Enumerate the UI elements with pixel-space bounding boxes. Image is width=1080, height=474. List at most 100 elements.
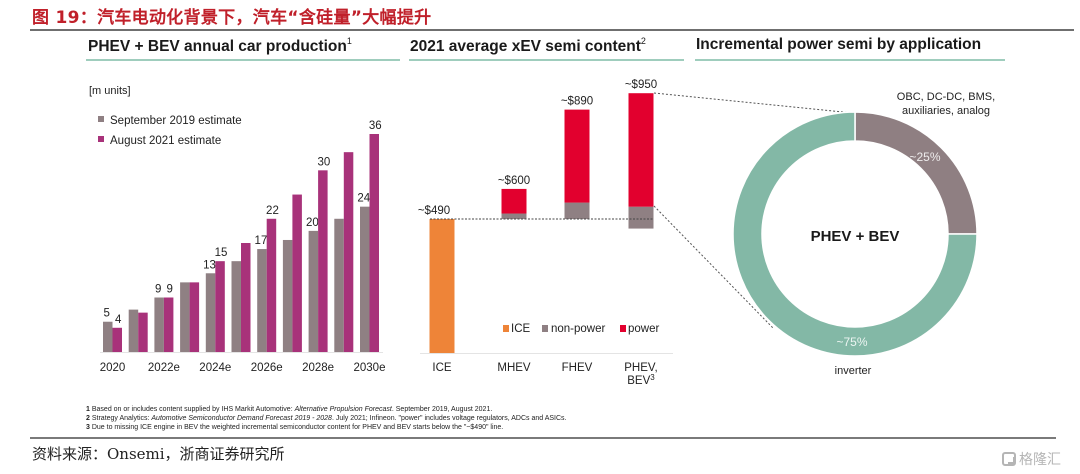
bar-aug2021: [189, 282, 200, 352]
bar-aug2021: [369, 134, 379, 352]
slice-label-other-line1: OBC, DC-DC, BMS,: [897, 91, 995, 103]
bar-value-label: 20: [306, 217, 319, 229]
bar-non-power: [564, 202, 590, 219]
x-tick-label: 2026e: [251, 362, 283, 374]
bar-aug2021: [215, 261, 225, 352]
power-semi-donut: [732, 111, 978, 357]
watermark-text: 格隆汇: [1019, 452, 1061, 468]
bar-sep2019: [231, 261, 241, 352]
bar-value-label: 9: [155, 284, 161, 296]
bar-value-label: 15: [215, 247, 228, 259]
bottom-divider: [30, 437, 1056, 439]
bar-sep2019: [257, 249, 267, 352]
bar-value-label: 30: [317, 156, 330, 168]
bar-aug2021: [318, 170, 328, 352]
bar-total-label: ~$890: [561, 96, 593, 108]
legend-label-sep2019: September 2019 estimate: [110, 115, 242, 127]
bar-total-label: ~$490: [418, 205, 450, 217]
panel-underline: [695, 59, 1005, 61]
x-tick-label: 2024e: [199, 362, 231, 374]
bar-power: [501, 188, 527, 214]
footnote-text: . September 2019, August 2021.: [391, 406, 493, 413]
slice-value-other: ~25%: [909, 150, 940, 164]
footnote-number: 2: [86, 415, 90, 422]
footnote-ref: 1: [346, 36, 352, 46]
footnote-number: 3: [86, 424, 90, 431]
x-tick-label: FHEV: [562, 362, 593, 374]
bar-total-label: ~$600: [498, 175, 530, 187]
panel-title-power-semi: Incremental power semi by application: [696, 36, 981, 54]
x-tick-label: PHEV,: [624, 362, 657, 374]
legend-label-non-power: non-power: [551, 323, 606, 335]
footnote-3: 3 Due to missing ICE engine in BEV the w…: [86, 423, 566, 432]
footnote-number: 1: [86, 406, 90, 413]
watermark: 格隆汇: [1002, 449, 1061, 469]
bar-ice: [429, 219, 455, 353]
bar-aug2021: [241, 243, 251, 352]
donut-slice-inverter: [732, 111, 978, 357]
x-tick-label: 2022e: [148, 362, 180, 374]
bar-value-label: 4: [115, 314, 122, 326]
bar-sep2019: [205, 273, 216, 352]
unit-label: [m units]: [89, 85, 131, 97]
semi-content-bars: ~$490 ~$600 ~$890 ~$950: [418, 79, 657, 353]
bar-aug2021: [343, 152, 354, 352]
watermark-logo-icon: [1002, 452, 1016, 466]
x-tick-label: ICE: [432, 362, 452, 374]
bar-aug2021: [112, 327, 122, 352]
x-tick-label: 2020: [100, 362, 126, 374]
bar-non-power: [501, 213, 527, 219]
bar-value-label: 17: [255, 235, 268, 247]
bar-value-label: 9: [166, 284, 172, 296]
figure-title: 图 19：汽车电动化背景下，汽车“含硅量”大幅提升: [32, 8, 432, 28]
bar-value-label: 13: [203, 259, 216, 271]
panel-title-text: Incremental power semi by application: [696, 36, 982, 53]
x-tick-label: 2028e: [302, 362, 334, 374]
bar-aug2021: [266, 218, 277, 352]
bar-aug2021: [138, 312, 148, 352]
footnote-text: Based on or includes content supplied by…: [91, 406, 295, 413]
connector-line-top: [653, 92, 854, 114]
panel-title-semi-content: 2021 average xEV semi content2: [410, 36, 646, 56]
footnote-text: . July 2021; Infineon. "power" includes …: [331, 415, 567, 422]
panel-title-production: PHEV + BEV annual car production1: [88, 36, 352, 56]
bar-sep2019: [180, 282, 190, 352]
bar-value-label: 5: [104, 308, 110, 320]
bar-sep2019: [360, 206, 370, 352]
bar-total-label: ~$950: [625, 79, 657, 91]
legend-label-power: power: [628, 323, 659, 335]
x-tick-label: BEV3: [627, 373, 655, 387]
x-tick-label: MHEV: [497, 362, 531, 374]
footnote-italic: Alternative Propulsion Forecast: [294, 406, 392, 413]
legend-swatch-non-power: [542, 325, 548, 332]
slice-label-other-line2: auxiliaries, analog: [902, 105, 990, 117]
footnote-text: Due to missing ICE engine in BEV the wei…: [91, 424, 504, 431]
x-tick-label: 2030e: [354, 362, 386, 374]
bar-value-label: 22: [266, 205, 279, 217]
legend-label-aug2021: August 2021 estimate: [110, 135, 221, 147]
bar-sep2019: [282, 239, 293, 352]
x-tick-labels: 2020 2022e 2024e 2026e 2028e 2030e: [100, 362, 386, 374]
connector-line-bottom: [653, 205, 774, 329]
source-note: 资料来源：Onsemi，浙商证券研究所: [32, 445, 285, 463]
footnote-text: Strategy Analytics:: [91, 415, 152, 422]
footnote-2: 2 Strategy Analytics: Automotive Semicon…: [86, 414, 566, 423]
footnotes: 1 Based on or includes content supplied …: [86, 405, 566, 432]
donut-slice-other: [854, 111, 978, 235]
footnote-ref: 2: [640, 36, 646, 46]
bar-aug2021: [163, 297, 174, 352]
charts-canvas: [m units] September 2019 estimate August…: [89, 79, 995, 387]
bar-power: [628, 93, 654, 207]
semi-content-legend: ICE non-power power: [503, 323, 659, 335]
legend-label-ice: ICE: [511, 323, 531, 335]
panel-title-text: PHEV + BEV annual car production: [88, 38, 347, 55]
legend-swatch-aug2021: [98, 136, 104, 142]
footnote-italic: Automotive Semiconductor Demand Forecast…: [151, 415, 332, 422]
slice-label-inverter: inverter: [835, 365, 872, 377]
bar-value-label: 24: [357, 193, 370, 205]
donut-center-label: PHEV + BEV: [811, 228, 900, 245]
panel-underline: [409, 59, 684, 61]
top-divider: [30, 29, 1074, 31]
footnote-ref: 3: [650, 373, 655, 382]
